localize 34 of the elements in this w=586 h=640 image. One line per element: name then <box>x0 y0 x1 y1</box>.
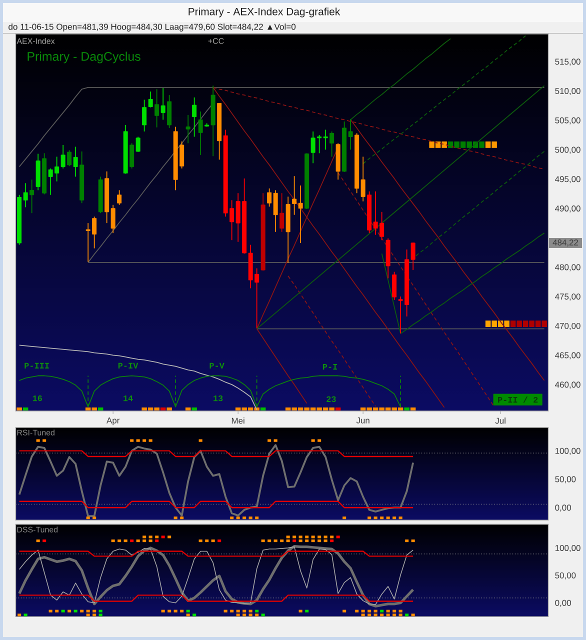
y-tick-label: 495,00 <box>555 176 580 184</box>
annotation: 16 <box>32 395 42 402</box>
x-tick-label: Jun <box>356 418 370 424</box>
chart-title: Primary - AEX-Index Dag-grafiek <box>188 8 340 18</box>
y-tick-label: 475,00 <box>555 294 580 301</box>
y-tick-label: 490,00 <box>555 205 580 212</box>
y-tick-label: 50,00 <box>555 572 576 580</box>
annotation: P-I <box>322 364 337 370</box>
y-tick-label: 480,00 <box>555 264 580 272</box>
y-tick-label: 460,00 <box>555 382 580 389</box>
annotation: 23 <box>326 396 336 402</box>
annotation: P-II / 2 <box>498 396 538 403</box>
y-tick-label: 0,00 <box>555 600 571 607</box>
x-tick-label: Jul <box>495 418 506 424</box>
y-tick-label: 100,00 <box>555 448 580 455</box>
y-tick-label: 505,00 <box>555 117 580 124</box>
y-tick-label: 465,00 <box>555 352 580 360</box>
annotation: P-IV <box>118 362 138 368</box>
annotation: P-III <box>24 362 49 368</box>
y-tick-label: 0,00 <box>555 504 571 512</box>
y-tick-label: 470,00 <box>555 322 580 330</box>
x-tick-label: Apr <box>106 418 120 426</box>
y-tick-label: 100,00 <box>555 544 580 552</box>
text: 484,22 <box>552 240 578 246</box>
y-tick-label: 500,00 <box>555 146 580 154</box>
annotation: 13 <box>214 395 223 402</box>
annotation: P-V <box>210 362 224 368</box>
x-tick-label: Mei <box>232 418 244 424</box>
y-tick-label: 510,00 <box>555 88 580 96</box>
annotation: Primary - DagCyclus <box>28 52 140 64</box>
annotation: 14 <box>124 396 133 402</box>
chart-subtitle: do 11-06-15 Open=481,39 Hoog=484,30 Laag=479,60 Slot=484,22 ▲Vol=0 <box>8 24 296 32</box>
y-tick-label: 50,00 <box>555 476 576 484</box>
y-tick-label: 515,00 <box>555 58 580 66</box>
